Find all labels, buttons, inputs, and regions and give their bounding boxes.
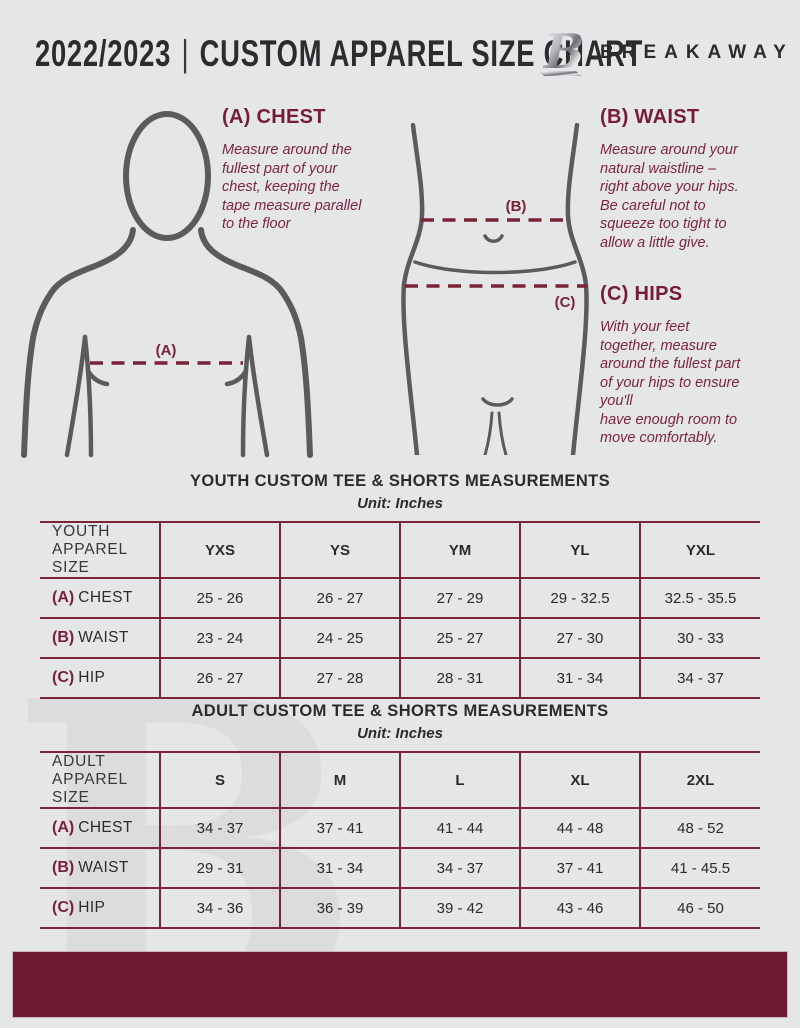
table-row: (A) CHEST 34 - 37 37 - 41 41 - 44 44 - 4… [40,807,760,849]
chest-instructions: (A) CHEST Measure around the fullest par… [222,106,412,234]
row-key: (A) [52,589,75,606]
adult-section-title: ADULT CUSTOM TEE & SHORTS MEASUREMENTS [191,702,609,720]
figure-head [123,111,211,241]
table-cell: 32.5 - 35.5 [639,577,760,619]
table-cell: 25 - 27 [399,617,521,659]
youth-section: YOUTH CUSTOM TEE & SHORTS MEASUREMENTS U… [40,472,760,699]
table-cell: 29 - 32.5 [519,577,641,619]
table-cell: 34 - 36 [159,887,281,929]
col-header-yxl: YXL [639,521,760,579]
row-label: HIP [78,899,106,916]
table-cell: 34 - 37 [399,847,521,889]
hips-heading: (C) HIPS [600,283,683,305]
table-cell: 39 - 42 [399,887,521,929]
waist-heading: (B) WAIST [600,106,700,128]
page-title: 2022/2023 | CUSTOM APPAREL SIZE CHART [35,33,800,75]
brand-lockup: B BREAKAWAY [536,24,794,82]
adult-size-table: ADULT APPAREL SIZE S M L XL 2XL (A) CHES… [40,751,760,929]
row-label: HIP [78,669,106,686]
table-row: (B) WAIST 23 - 24 24 - 25 25 - 27 27 - 3… [40,617,760,659]
table-header-row: ADULT APPAREL SIZE S M L XL 2XL [40,751,760,809]
chest-body-text: Measure around the fullest part of your … [222,142,362,233]
col-header-yl: YL [519,521,641,579]
table-cell: 48 - 52 [639,807,760,849]
table-header-row: YOUTH APPAREL SIZE YXS YS YM YL YXL [40,521,760,579]
table-row: (A) CHEST 25 - 26 26 - 27 27 - 29 29 - 3… [40,577,760,619]
col-header-ys: YS [279,521,401,579]
table-cell: 36 - 39 [279,887,401,929]
waist-hips-figure-illustration: (B) (C) [401,123,589,455]
row-label: WAIST [78,629,129,646]
table-row: (C) HIP 34 - 36 36 - 39 39 - 42 43 - 46 … [40,887,760,929]
chest-line-label: (A) [156,342,177,359]
row-key: (C) [52,669,75,686]
table-cell: 34 - 37 [159,807,281,849]
title-year: 2022/2023 [35,33,172,74]
table-cell: 31 - 34 [519,657,641,699]
logo-letter: B [542,24,585,80]
table-cell: 43 - 46 [519,887,641,929]
table-cell: 27 - 29 [399,577,521,619]
hips-instructions: (C) HIPS With your feet together, measur… [600,283,798,448]
col-header-xl: XL [519,751,641,809]
table-cell: 26 - 27 [159,657,281,699]
logo-underline [538,71,582,76]
table-cell: 23 - 24 [159,617,281,659]
table-cell: 46 - 50 [639,887,760,929]
adult-size-col-header: ADULT APPAREL SIZE [40,751,161,809]
table-cell: 37 - 41 [279,807,401,849]
footer-accent-bar [12,951,788,1018]
title-text: CUSTOM APPAREL SIZE CHART [199,33,644,74]
table-cell: 37 - 41 [519,847,641,889]
adult-unit-label: Unit: Inches [357,725,443,742]
table-cell: 27 - 28 [279,657,401,699]
youth-section-title: YOUTH CUSTOM TEE & SHORTS MEASUREMENTS [189,472,611,490]
row-key: (A) [52,819,75,836]
chest-figure-illustration: (A) [21,111,313,458]
youth-size-table: YOUTH APPAREL SIZE YXS YS YM YL YXL (A) … [40,521,760,699]
adult-section: ADULT CUSTOM TEE & SHORTS MEASUREMENTS U… [40,702,760,929]
table-cell: 44 - 48 [519,807,641,849]
table-row: (B) WAIST 29 - 31 31 - 34 34 - 37 37 - 4… [40,847,760,889]
col-header-s: S [159,751,281,809]
table-row: (C) HIP 26 - 27 27 - 28 28 - 31 31 - 34 … [40,657,760,699]
waist-line-label: (B) [506,198,527,215]
table-cell: 25 - 26 [159,577,281,619]
table-cell: 41 - 45.5 [639,847,760,889]
table-cell: 29 - 31 [159,847,281,889]
table-cell: 26 - 27 [279,577,401,619]
brand-name: BREAKAWAY [600,42,794,63]
table-cell: 30 - 33 [639,617,760,659]
col-header-ym: YM [399,521,521,579]
col-header-2xl: 2XL [639,751,760,809]
waist-instructions: (B) WAIST Measure around your natural wa… [600,106,798,252]
youth-unit-label: Unit: Inches [357,495,443,512]
table-cell: 41 - 44 [399,807,521,849]
row-key: (B) [52,629,75,646]
col-header-yxs: YXS [159,521,281,579]
waist-body-text: Measure around your natural waistline – … [600,142,739,251]
row-key: (B) [52,859,75,876]
table-cell: 34 - 37 [639,657,760,699]
hips-line-label: (C) [555,294,576,311]
youth-size-col-header: YOUTH APPAREL SIZE [40,521,161,579]
row-label: CHEST [78,819,133,836]
table-cell: 28 - 31 [399,657,521,699]
figure-navel [483,234,504,243]
title-separator: | [181,33,190,74]
col-header-m: M [279,751,401,809]
col-header-l: L [399,751,521,809]
table-cell: 24 - 25 [279,617,401,659]
table-cell: 31 - 34 [279,847,401,889]
row-label: WAIST [78,859,129,876]
chest-heading: (A) CHEST [222,106,326,128]
hips-body-text: With your feet together, measure around … [600,319,741,447]
row-label: CHEST [78,589,133,606]
row-key: (C) [52,899,75,916]
breakaway-logo-icon: B [538,24,585,80]
table-cell: 27 - 30 [519,617,641,659]
